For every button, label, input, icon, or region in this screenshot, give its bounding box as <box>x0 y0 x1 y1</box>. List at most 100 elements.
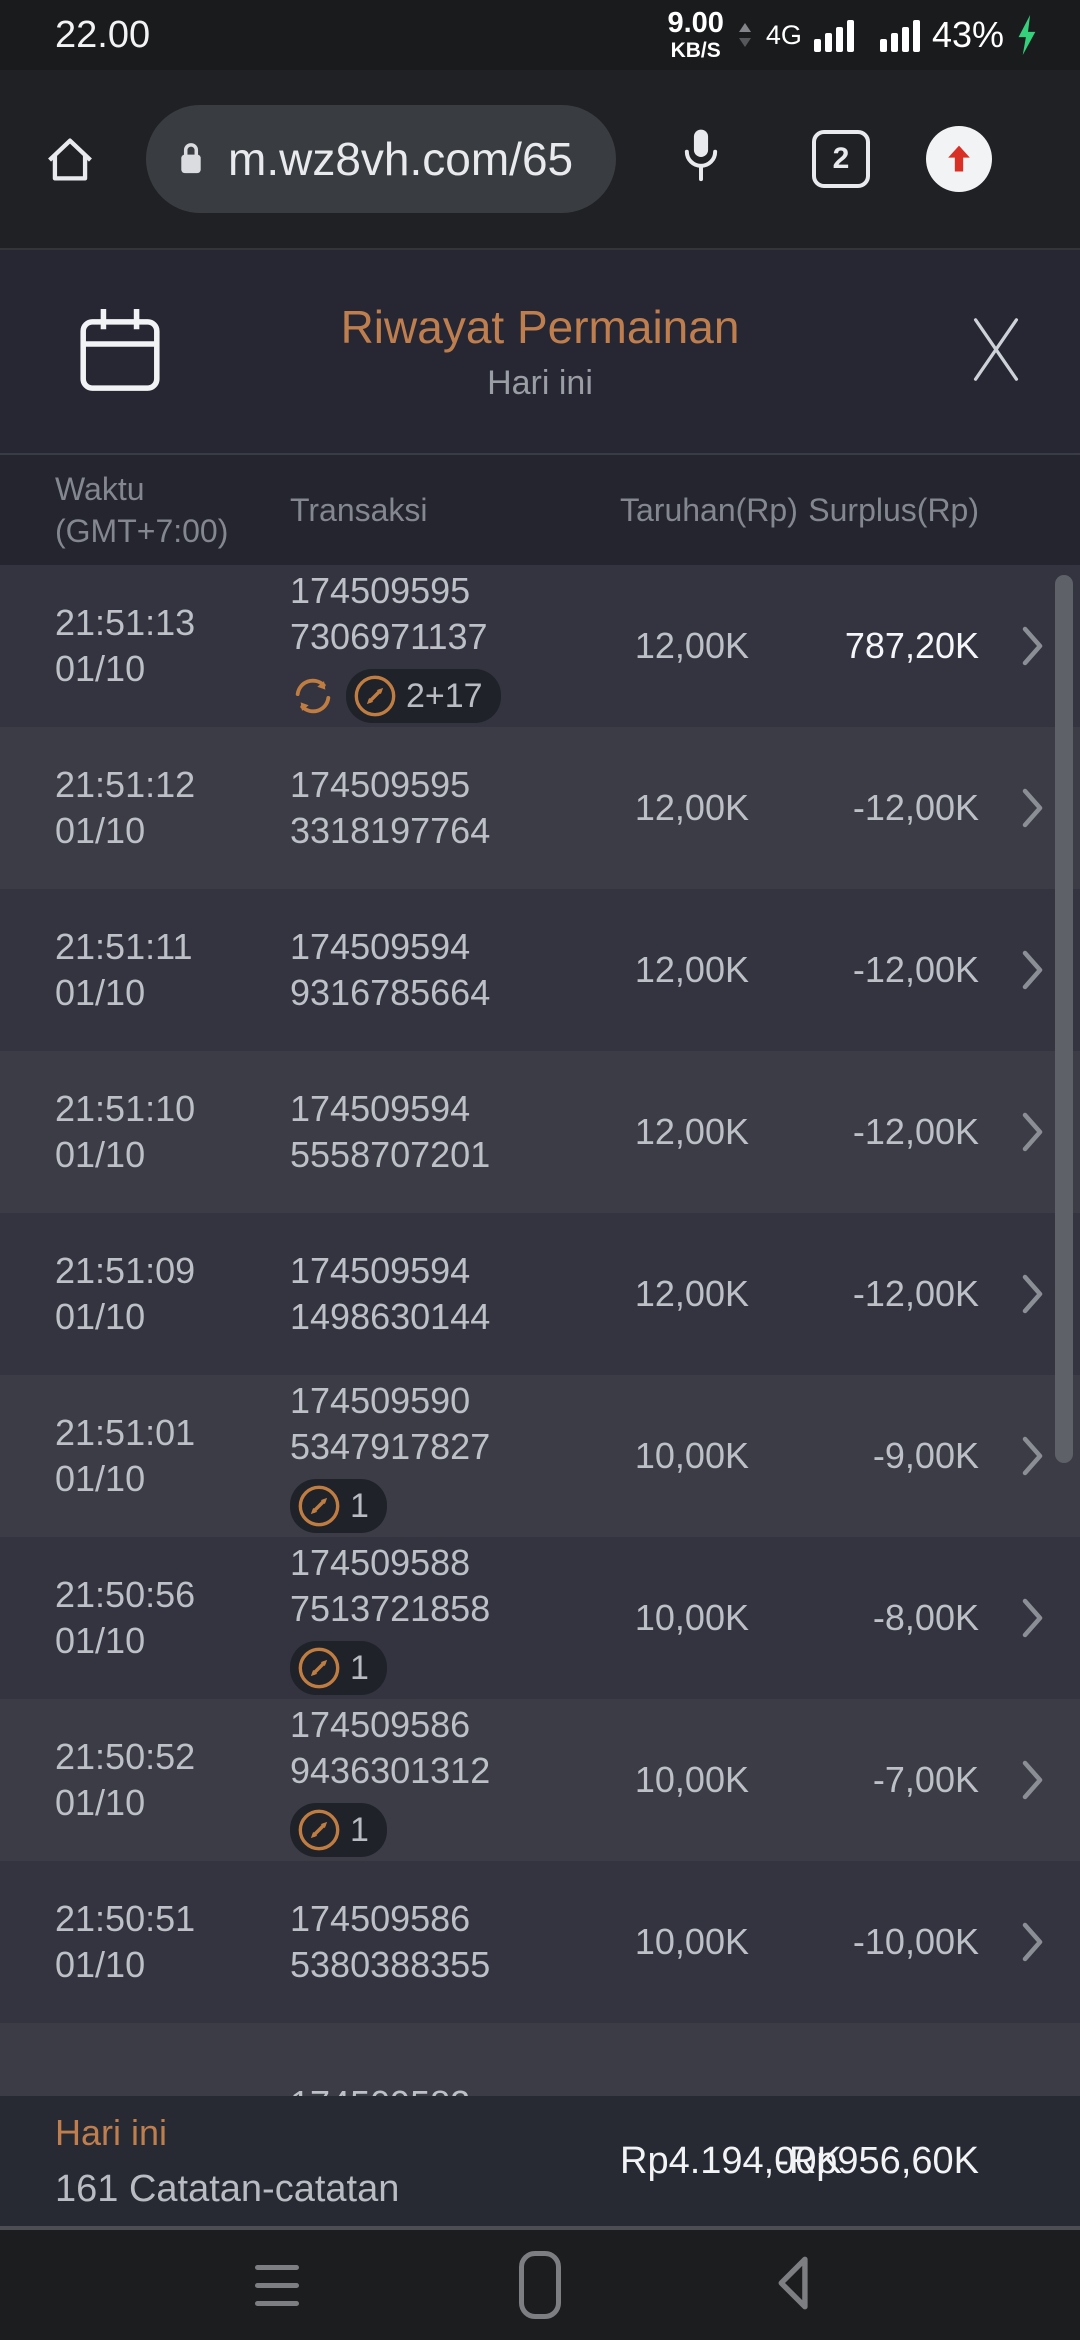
row-time: 21:51:10 <box>55 1088 196 1129</box>
tab-count: 2 <box>832 142 850 175</box>
home-icon[interactable] <box>42 131 98 187</box>
free-spin-badge: 2+17 <box>346 669 501 723</box>
transaction-id-line1: 174509590 <box>290 1380 471 1421</box>
history-rows: 21:51:13 01/10 174509595 7306971137 <box>0 565 1080 2185</box>
table-row[interactable]: 21:50:56 01/10 174509588 7513721858 <box>0 1537 1080 1699</box>
surplus-amount: -12,00K <box>852 787 979 828</box>
lock-icon <box>181 143 201 174</box>
table-row[interactable]: 21:51:11 01/10 174509594 9316785664 <box>0 889 1080 1051</box>
row-date: 01/10 <box>55 1296 146 1337</box>
chevron-right-icon <box>1022 1922 1042 1962</box>
transaction-id-line2: 1498630144 <box>290 1296 491 1337</box>
row-date: 01/10 <box>55 1458 146 1499</box>
row-time: 21:51:01 <box>55 1412 196 1453</box>
chevron-right-icon <box>1022 1760 1042 1800</box>
summary-total-surplus: -Rp956,60K <box>776 2139 979 2182</box>
bet-amount: 10,00K <box>634 1921 749 1962</box>
table-row[interactable]: 21:51:10 01/10 174509594 5558707201 <box>0 1051 1080 1213</box>
recents-icon[interactable] <box>255 2264 299 2306</box>
free-spin-icon <box>354 675 396 717</box>
table-row[interactable]: 21:51:13 01/10 174509595 7306971137 <box>0 565 1080 727</box>
transaction-id-line1: 174509588 <box>290 1542 471 1583</box>
transaction-id-line2: 3318197764 <box>290 810 491 851</box>
bet-amount: 10,00K <box>634 1435 749 1476</box>
chevron-right-icon <box>1022 1436 1042 1476</box>
row-date: 01/10 <box>55 1134 146 1175</box>
bet-amount: 12,00K <box>634 1111 749 1152</box>
surplus-amount: -12,00K <box>852 1273 979 1314</box>
calendar-icon[interactable] <box>74 301 166 402</box>
transaction-id-line2: 5380388355 <box>290 1944 491 1985</box>
network-type-label: 4G <box>765 19 802 50</box>
free-spin-count: 1 <box>350 1811 369 1849</box>
col-header-transaksi: Transaksi <box>290 491 428 528</box>
summary-records: 161 Catatan-catatan <box>55 2167 400 2210</box>
status-bar: 22.00 9.00 KB/S 4G 43% <box>0 0 1080 70</box>
free-spin-badge: 1 <box>290 1803 387 1857</box>
row-date: 01/10 <box>55 1620 146 1661</box>
tab-count-button[interactable]: 2 <box>812 130 870 188</box>
transaction-id-line2: 9316785664 <box>290 972 491 1013</box>
transaction-id-line1: 174509595 <box>290 570 471 611</box>
bet-amount: 12,00K <box>634 787 749 828</box>
free-spin-badge: 1 <box>290 1479 387 1533</box>
surplus-amount: -7,00K <box>872 1759 979 1800</box>
transaction-id-line1: 174509594 <box>290 1088 471 1129</box>
bet-amount: 12,00K <box>634 625 749 666</box>
table-row[interactable]: 21:51:12 01/10 174509595 3318197764 <box>0 727 1080 889</box>
surplus-amount: -9,00K <box>872 1435 979 1476</box>
summary-total-bet: Rp4.194,00K <box>620 2139 842 2182</box>
bet-amount: 10,00K <box>634 1597 749 1638</box>
scrollbar-thumb[interactable] <box>1055 575 1073 1463</box>
transaction-id-line2: 7513721858 <box>290 1588 491 1629</box>
page-subtitle: Hari ini <box>487 364 593 402</box>
transaction-id-line2: 5347917827 <box>290 1426 491 1467</box>
transaction-id-line1: 174509594 <box>290 1250 471 1291</box>
surplus-amount: -10,00K <box>852 1921 979 1962</box>
table-row[interactable]: 21:51:09 01/10 174509594 1498630144 <box>0 1213 1080 1375</box>
back-icon[interactable] <box>772 2255 812 2316</box>
table-row[interactable]: 21:50:52 01/10 174509586 9436301312 <box>0 1699 1080 1861</box>
refresh-icon <box>295 678 331 714</box>
badge-row: 2+17 <box>290 668 620 724</box>
chevron-right-icon <box>1022 950 1042 990</box>
surplus-amount: -12,00K <box>852 949 979 990</box>
signal-bars-icon-2 <box>879 18 920 52</box>
android-nav-bar <box>0 2230 1080 2340</box>
table-row[interactable]: 21:51:01 01/10 174509590 5347917827 <box>0 1375 1080 1537</box>
url-text: m.wz8vh.com/65 <box>228 133 574 185</box>
surplus-amount: -8,00K <box>872 1597 979 1638</box>
transaction-id-line1: 174509586 <box>290 1898 471 1939</box>
free-spin-icon <box>298 1809 340 1851</box>
history-header: Riwayat Permainan Hari ini <box>0 250 1080 455</box>
free-spin-count: 2+17 <box>406 677 483 715</box>
home-pill-icon[interactable] <box>519 2251 561 2319</box>
surplus-amount: -12,00K <box>852 1111 979 1152</box>
row-time: 21:51:13 <box>55 602 196 643</box>
signal-bars-icon <box>813 18 854 52</box>
microphone-icon[interactable] <box>678 124 724 195</box>
free-spin-count: 1 <box>350 1487 369 1525</box>
nav-divider <box>0 2226 1080 2230</box>
row-time: 21:50:51 <box>55 1898 196 1939</box>
chevron-right-icon <box>1022 1112 1042 1152</box>
chevron-right-icon <box>1022 1598 1042 1638</box>
update-arrow-icon[interactable] <box>926 126 992 192</box>
network-speed: 9.00 KB/S <box>667 7 724 62</box>
summary-bar: Hari ini 161 Catatan-catatan Rp4.194,00K… <box>0 2096 1080 2226</box>
badge-row: 1 <box>290 1478 620 1534</box>
page-title: Riwayat Permainan <box>340 301 740 353</box>
transaction-id-line2: 9436301312 <box>290 1750 491 1791</box>
row-time: 21:51:11 <box>55 926 193 967</box>
col-header-surplus: Surplus(Rp) <box>808 491 979 528</box>
table-row[interactable]: 21:50:51 01/10 174509586 5380388355 <box>0 1861 1080 2023</box>
bet-amount: 12,00K <box>634 1273 749 1314</box>
row-time: 21:50:56 <box>55 1574 196 1615</box>
clock: 22.00 <box>55 13 151 56</box>
bet-amount: 12,00K <box>634 949 749 990</box>
url-bar[interactable]: m.wz8vh.com/65 <box>146 105 616 213</box>
badge-row: 1 <box>290 1802 620 1858</box>
close-icon[interactable] <box>968 310 1024 393</box>
transaction-id-line1: 174509586 <box>290 1704 471 1745</box>
free-spin-icon <box>298 1647 340 1689</box>
